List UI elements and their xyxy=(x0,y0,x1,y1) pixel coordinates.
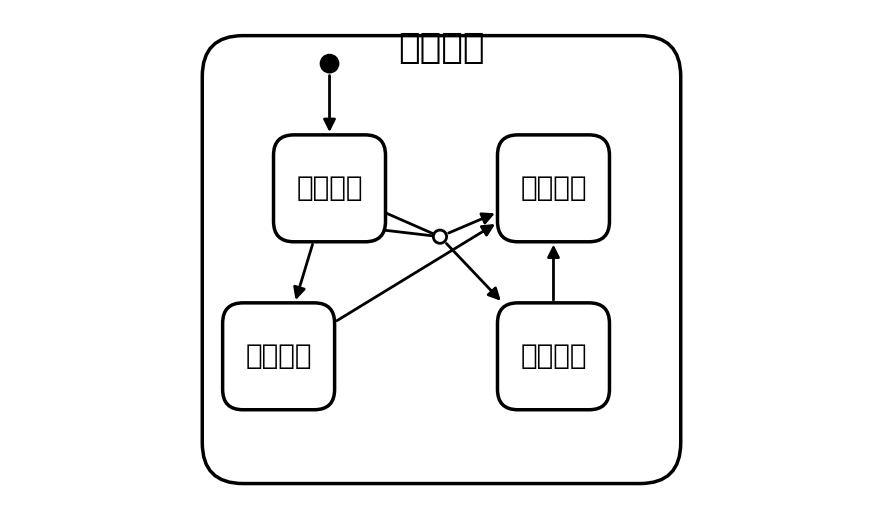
Circle shape xyxy=(434,230,447,243)
FancyBboxPatch shape xyxy=(223,303,335,410)
Text: 多车场景: 多车场景 xyxy=(520,342,586,371)
Text: 通过路口: 通过路口 xyxy=(398,32,485,65)
FancyBboxPatch shape xyxy=(497,303,609,410)
Text: 驶出路口: 驶出路口 xyxy=(520,174,586,203)
FancyBboxPatch shape xyxy=(202,36,681,484)
FancyBboxPatch shape xyxy=(274,135,386,242)
FancyBboxPatch shape xyxy=(497,135,609,242)
Text: 单车场景: 单车场景 xyxy=(245,342,312,371)
Circle shape xyxy=(321,54,339,73)
Text: 驶入路口: 驶入路口 xyxy=(297,174,363,203)
